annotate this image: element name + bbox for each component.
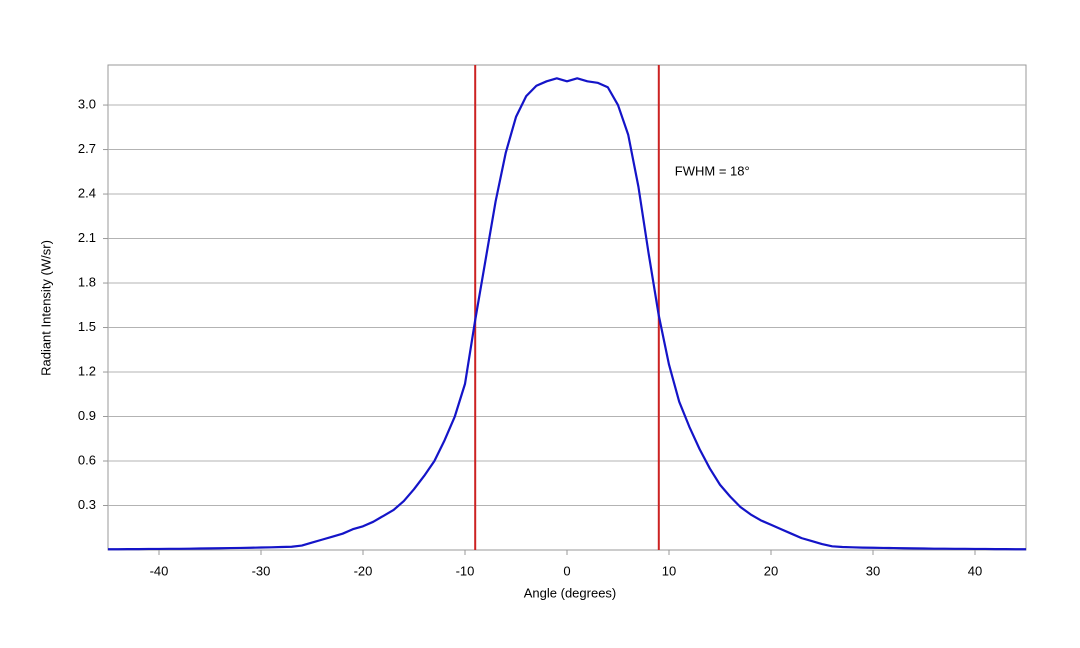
y-tick-label: 3.0: [78, 96, 96, 111]
x-tick-label: 20: [764, 563, 778, 578]
y-tick-label: 2.1: [78, 230, 96, 245]
x-tick-label: 30: [866, 563, 880, 578]
y-tick-label: 2.7: [78, 141, 96, 156]
y-axis-label: Radiant Intensity (W/sr): [38, 240, 53, 376]
x-tick-label: -40: [150, 563, 169, 578]
y-tick-label: 2.4: [78, 185, 96, 200]
x-tick-label: -20: [354, 563, 373, 578]
y-tick-label: 0.6: [78, 452, 96, 467]
x-tick-label: -10: [456, 563, 475, 578]
x-axis-label: Angle (degrees): [524, 585, 617, 600]
y-tick-label: 0.3: [78, 497, 96, 512]
x-tick-label: 0: [563, 563, 570, 578]
plot-area: [107, 64, 1027, 551]
x-tick-label: 40: [968, 563, 982, 578]
x-tick-label: 10: [662, 563, 676, 578]
intensity-curve: [108, 77, 1026, 551]
y-tick-label: 1.2: [78, 363, 96, 378]
y-tick-label: 0.9: [78, 408, 96, 423]
y-tick-label: 1.5: [78, 319, 96, 334]
x-tick-label: -30: [252, 563, 271, 578]
annotation: FWHM = 18°: [675, 163, 750, 178]
y-tick-label: 1.8: [78, 274, 96, 289]
